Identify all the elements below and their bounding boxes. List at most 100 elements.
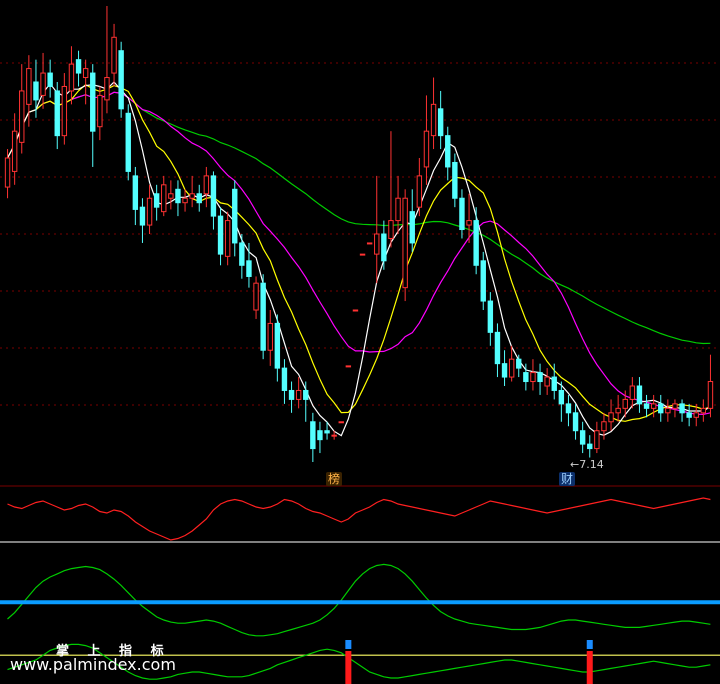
candle-down: [233, 189, 237, 243]
candle-down: [495, 332, 499, 363]
candle-up: [701, 408, 705, 412]
candle-up: [595, 431, 599, 449]
low-arrow: ←: [570, 458, 579, 471]
ma10-line: [8, 85, 711, 422]
candle-up: [147, 198, 151, 225]
candle-down: [247, 261, 251, 277]
candle-down: [438, 109, 442, 136]
candle-up: [623, 399, 627, 408]
signal-red-bar: [587, 651, 593, 684]
candle-down: [91, 73, 95, 131]
candle-down: [176, 189, 180, 202]
candle-up: [396, 198, 400, 220]
candle-up: [254, 283, 258, 310]
candle-down: [304, 390, 308, 399]
marker-bang: 榜: [326, 472, 342, 486]
candle-up: [630, 386, 634, 399]
candle-up: [27, 69, 31, 105]
candle-up: [431, 104, 435, 135]
candle-down: [218, 216, 222, 254]
candle-down: [55, 91, 59, 136]
candle-down: [48, 73, 52, 86]
ma60-line: [8, 92, 711, 343]
candle-up: [531, 373, 535, 382]
candle-down: [566, 404, 570, 413]
candle-down: [588, 444, 592, 448]
candle-up: [375, 234, 379, 254]
candle-up: [673, 404, 677, 408]
sub2-line: [8, 564, 711, 635]
candle-down: [644, 404, 648, 408]
candle-up: [467, 221, 471, 225]
candle-down: [552, 377, 556, 390]
website-text: www.palmindex.com: [10, 655, 176, 674]
candle-down: [126, 113, 130, 171]
candle-down: [488, 301, 492, 332]
candle-up: [20, 91, 24, 142]
candle-up: [353, 310, 357, 311]
sub1-line: [8, 498, 711, 540]
candle-down: [680, 404, 684, 413]
candle-up: [616, 408, 620, 412]
candle-down: [318, 431, 322, 440]
candle-down: [659, 404, 663, 413]
candle-down: [140, 207, 144, 225]
candle-up: [169, 194, 173, 198]
candle-down: [119, 51, 123, 109]
candle-down: [524, 373, 528, 382]
candle-up: [602, 422, 606, 431]
candle-up: [609, 413, 613, 422]
candle-up: [367, 243, 371, 244]
candle-up: [62, 86, 66, 135]
candle-up: [651, 404, 655, 408]
candle-down: [34, 82, 38, 100]
low-value: 7.14: [579, 458, 604, 471]
candle-down: [502, 364, 506, 377]
candle-down: [573, 413, 577, 431]
candle-up: [417, 176, 421, 207]
candle-up: [83, 69, 87, 78]
candle-up: [190, 194, 194, 198]
candle-up: [403, 198, 407, 287]
candle-down: [460, 198, 464, 229]
marker-cai: 财: [559, 472, 575, 486]
candle-up: [332, 435, 336, 436]
candle-down: [211, 176, 215, 216]
candle-up: [98, 95, 102, 126]
candle-down: [580, 431, 584, 444]
candle-up: [424, 131, 428, 167]
candle-down: [446, 136, 450, 167]
candle-down: [282, 368, 286, 390]
candle-up: [339, 422, 343, 423]
candle-down: [76, 60, 80, 73]
candle-down: [517, 359, 521, 368]
signal-red-bar: [345, 651, 351, 684]
candle-up: [112, 37, 116, 73]
candle-up: [105, 78, 109, 100]
ma20-line: [8, 92, 711, 414]
candle-down: [261, 283, 265, 350]
candle-up: [5, 158, 9, 187]
candle-up: [666, 408, 670, 412]
candle-up: [360, 254, 364, 255]
candle-up: [389, 221, 393, 239]
candle-up: [708, 382, 712, 409]
candle-up: [694, 413, 698, 417]
candle-down: [538, 373, 542, 382]
candle-down: [481, 261, 485, 301]
candle-up: [69, 64, 73, 91]
candle-up: [225, 221, 229, 257]
candle-down: [453, 162, 457, 198]
candle-down: [687, 413, 691, 417]
candle-up: [204, 176, 208, 194]
candle-up: [41, 73, 45, 95]
candle-up: [183, 198, 187, 202]
candle-up: [545, 377, 549, 386]
candle-down: [559, 390, 563, 403]
signal-blue-block: [345, 640, 351, 649]
candle-down: [240, 243, 244, 265]
candle-down: [197, 194, 201, 203]
candle-down: [154, 194, 158, 207]
